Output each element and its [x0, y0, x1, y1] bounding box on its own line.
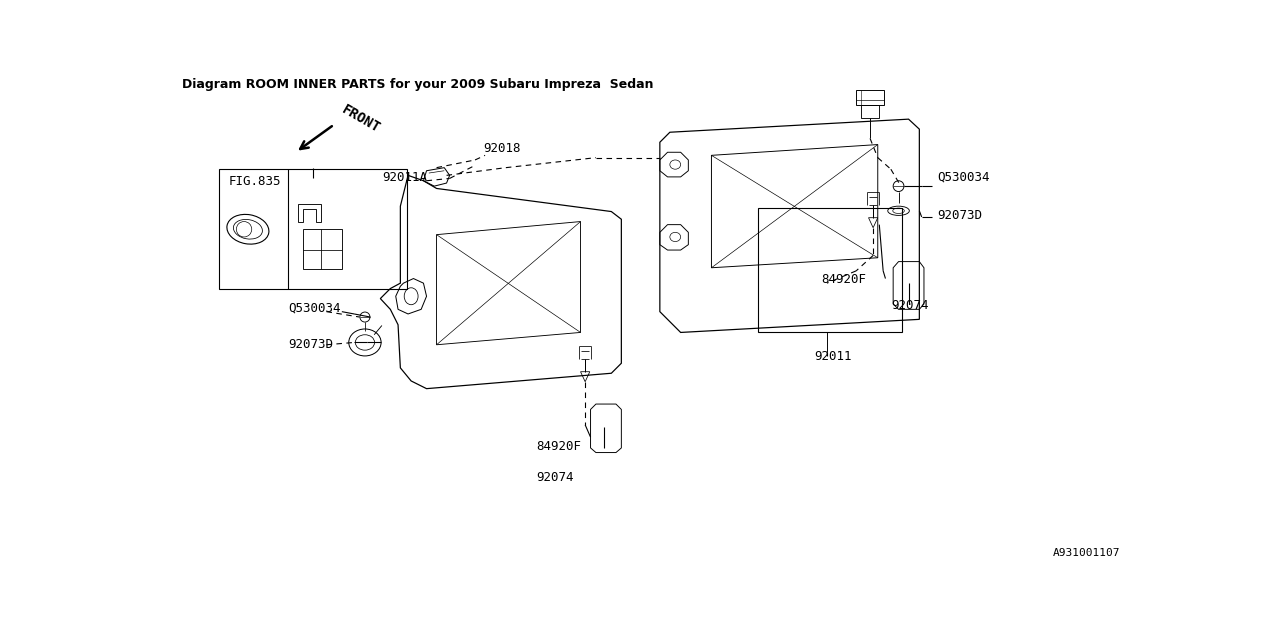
Text: 92074: 92074: [891, 300, 928, 312]
Text: 92011A: 92011A: [383, 171, 428, 184]
Text: FIG.835: FIG.835: [229, 175, 282, 188]
Text: 92074: 92074: [536, 471, 575, 484]
Bar: [303, 229, 342, 269]
Text: Q530034: Q530034: [937, 171, 989, 184]
Bar: [219, 169, 407, 289]
Text: 92011: 92011: [814, 350, 851, 363]
Bar: [758, 208, 902, 332]
Text: FRONT: FRONT: [339, 102, 381, 135]
Text: 92073D: 92073D: [937, 209, 982, 222]
Text: 92073D: 92073D: [288, 338, 333, 351]
Text: 92018: 92018: [483, 142, 520, 156]
Bar: [856, 90, 884, 106]
Text: Q530034: Q530034: [288, 301, 340, 315]
Text: A931001107: A931001107: [1052, 548, 1120, 557]
Bar: [861, 106, 879, 118]
Text: 84920F: 84920F: [822, 273, 867, 286]
Text: 84920F: 84920F: [536, 440, 581, 453]
Text: Diagram ROOM INNER PARTS for your 2009 Subaru Impreza  Sedan: Diagram ROOM INNER PARTS for your 2009 S…: [183, 78, 654, 92]
